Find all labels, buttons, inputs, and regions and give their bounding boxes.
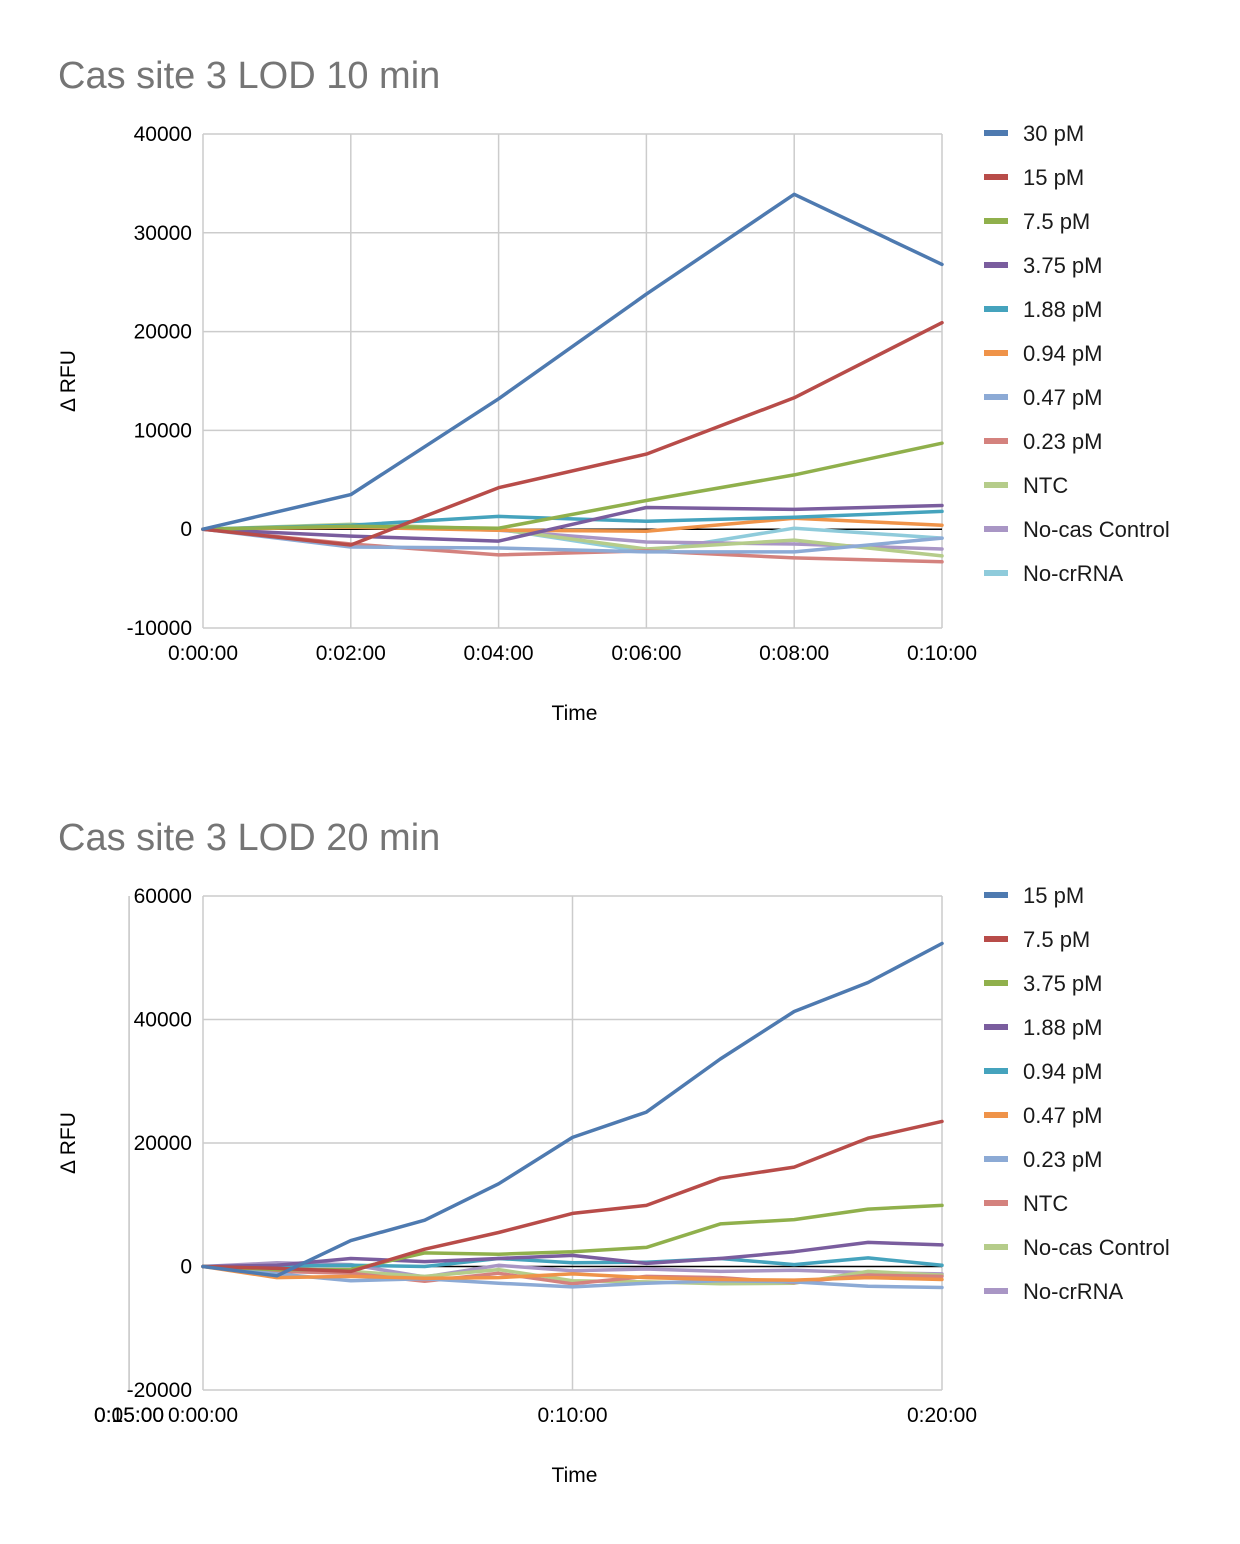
legend-swatch	[984, 438, 1008, 444]
legend-label: NTC	[1023, 473, 1068, 498]
y-tick-label: 40000	[134, 123, 192, 146]
legend-label: No-crRNA	[1023, 561, 1124, 586]
legend-swatch	[984, 262, 1008, 268]
legend-label: No-crRNA	[1023, 1279, 1124, 1304]
chart-2: Cas site 3 LOD 20 min 0:00:000:05:00 0:10:…	[57, 817, 1170, 1487]
chart-title: Cas site 3 LOD 20 min	[58, 817, 440, 859]
y-tick-label: 0	[180, 1256, 192, 1279]
x-tick-label: 0:04:00	[464, 642, 534, 665]
legend-swatch	[984, 306, 1008, 312]
legend: 15 pM 7.5 pM 3.75 pM 1.88 pM 0.94 pM 0.47 pM 0…	[984, 883, 1170, 1304]
legend: 30 pM 15 pM 7.5 pM 3.75 pM 1.88 pM 0.94 pM 0.4…	[984, 121, 1170, 586]
legend-label: 3.75 pM	[1023, 253, 1103, 278]
legend-label: No-cas Control	[1023, 1235, 1170, 1260]
series-line-0-47-pm	[201, 1264, 944, 1282]
x-tick-label: 0:10:00	[907, 642, 977, 665]
legend-swatch	[984, 394, 1008, 400]
legend-label: 0.47 pM	[1023, 1103, 1103, 1128]
legend-swatch	[984, 130, 1008, 136]
legend-label: NTC	[1023, 1191, 1068, 1216]
legend-swatch	[984, 1068, 1008, 1074]
y-tick-label: 20000	[134, 321, 192, 344]
legend-label: 7.5 pM	[1023, 927, 1090, 952]
y-tick-label: 10000	[134, 419, 192, 442]
y-tick-label: -10000	[127, 617, 192, 640]
y-tick-label: 0	[180, 518, 192, 541]
y-axis-label: Δ RFU	[57, 350, 80, 412]
series-line-30-pm	[201, 192, 944, 531]
legend-label: 1.88 pM	[1023, 1015, 1103, 1040]
legend-swatch	[984, 1024, 1008, 1030]
legend-swatch	[984, 892, 1008, 898]
chart-title: Cas site 3 LOD 10 min	[58, 55, 440, 97]
legend-swatch	[984, 1200, 1008, 1206]
legend-swatch	[984, 350, 1008, 356]
series-line-0-94-pm	[201, 1256, 944, 1269]
legend-label: 7.5 pM	[1023, 209, 1090, 234]
series-line-7-5-pm	[201, 441, 944, 531]
legend-label: 0.23 pM	[1023, 429, 1103, 454]
series-lines	[201, 192, 944, 564]
legend-label: 3.75 pM	[1023, 971, 1103, 996]
y-tick-label: -20000	[127, 1379, 192, 1402]
x-axis-label: Time	[552, 1464, 598, 1487]
x-tick-label: 0:05:00	[94, 1404, 164, 1427]
x-tick-label: 0:10:00	[537, 1404, 607, 1427]
legend-label: 1.88 pM	[1023, 297, 1103, 322]
x-tick-label: 0:00:00	[168, 1404, 238, 1427]
legend-swatch	[984, 1288, 1008, 1294]
x-axis-label: Time	[552, 702, 598, 725]
x-tick-label: 0:15:00	[94, 1404, 164, 1427]
legend-label: 15 pM	[1023, 883, 1084, 908]
legend-swatch	[984, 482, 1008, 488]
legend-label: 0.94 pM	[1023, 341, 1103, 366]
series-line-7-5-pm	[201, 1119, 944, 1274]
y-tick-label: 60000	[134, 885, 192, 908]
legend-swatch	[984, 980, 1008, 986]
legend-label: 0.47 pM	[1023, 385, 1103, 410]
legend-label: 15 pM	[1023, 165, 1084, 190]
legend-swatch	[984, 1156, 1008, 1162]
legend-label: No-cas Control	[1023, 517, 1170, 542]
series-line-15-pm	[201, 320, 944, 547]
legend-label: 0.23 pM	[1023, 1147, 1103, 1172]
legend-label: 0.94 pM	[1023, 1059, 1103, 1084]
legend-swatch	[984, 218, 1008, 224]
x-tick-label: 0:00:00	[168, 642, 238, 665]
legend-swatch	[984, 174, 1008, 180]
series-line-15-pm	[201, 941, 944, 1278]
series-lines	[201, 941, 944, 1290]
x-tick-label: 0:06:00	[611, 642, 681, 665]
x-tick-label: 0:20:00	[907, 1404, 977, 1427]
x-tick-label: 0:02:00	[316, 642, 386, 665]
legend-swatch	[984, 570, 1008, 576]
y-tick-label: 30000	[134, 222, 192, 245]
legend-swatch	[984, 1112, 1008, 1118]
legend-swatch	[984, 526, 1008, 532]
chart-1: Cas site 3 LOD 10 min 0:00:00 0:02:00 0:04:…	[57, 55, 1170, 725]
series-line-1-88-pm	[201, 1240, 944, 1269]
legend-label: 30 pM	[1023, 121, 1084, 146]
series-line-3-75-pm	[201, 503, 944, 543]
x-tick-label: 0:08:00	[759, 642, 829, 665]
legend-swatch	[984, 1244, 1008, 1250]
legend-swatch	[984, 936, 1008, 942]
y-axis-label: Δ RFU	[57, 1112, 80, 1174]
y-tick-label: 20000	[134, 1132, 192, 1155]
y-tick-label: 40000	[134, 1009, 192, 1032]
